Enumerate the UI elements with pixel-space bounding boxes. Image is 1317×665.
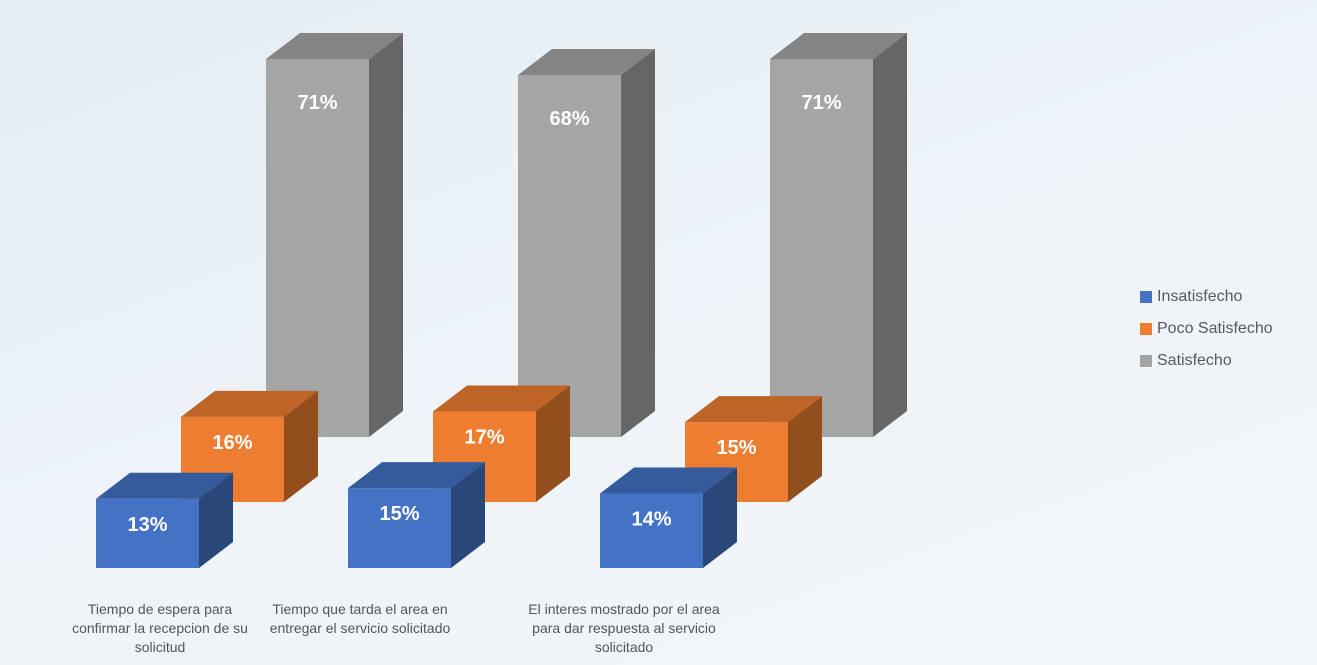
bar-side-face	[199, 472, 233, 568]
bar-insatisfecho-3: 14%	[600, 467, 737, 568]
bar-side-face	[703, 467, 737, 568]
data-label-insatisfecho-1: 13%	[127, 514, 167, 536]
bar-front-face	[770, 59, 873, 437]
bar-poco-satisfecho-3: 15%	[685, 396, 822, 502]
bar-side-face	[284, 390, 318, 502]
data-label-poco-satisfecho-1: 16%	[212, 432, 252, 454]
bar-side-face	[621, 48, 655, 437]
legend-label-satisfecho: Satisfecho	[1157, 352, 1232, 369]
bar-side-face	[536, 385, 570, 502]
bar-satisfecho-1: 71%	[266, 33, 403, 437]
legend-swatch-insatisfecho	[1140, 291, 1152, 303]
data-label-poco-satisfecho-3: 15%	[716, 437, 756, 459]
category-label-2: Tiempo que tarda el area en entregar el …	[269, 601, 451, 636]
category-label-1: Tiempo de espera para confirmar la recep…	[72, 601, 248, 655]
bar-satisfecho-2: 68%	[518, 48, 655, 437]
category-label-3: El interes mostrado por el area para dar…	[528, 601, 720, 655]
legend-swatch-satisfecho	[1140, 355, 1152, 367]
data-label-poco-satisfecho-2: 17%	[464, 426, 504, 448]
bar-top-face	[433, 385, 570, 412]
bar-front-face	[96, 498, 199, 568]
bar-insatisfecho-1: 13%	[96, 472, 233, 568]
data-label-satisfecho-3: 71%	[801, 92, 841, 114]
legend-item-satisfecho: Satisfecho	[1140, 351, 1273, 371]
bar-front-face	[600, 493, 703, 568]
bar-insatisfecho-2: 15%	[348, 462, 485, 568]
legend-item-poco-satisfecho: Poco Satisfecho	[1140, 319, 1273, 339]
legend-label-insatisfecho: Insatisfecho	[1157, 288, 1243, 305]
data-label-insatisfecho-3: 14%	[631, 508, 671, 530]
bar-top-face	[685, 396, 822, 423]
bar-side-face	[369, 33, 403, 437]
bar-top-face	[770, 33, 907, 59]
bar-side-face	[788, 396, 822, 502]
data-label-satisfecho-1: 71%	[297, 92, 337, 114]
bar-top-face	[518, 48, 655, 75]
data-label-insatisfecho-2: 15%	[379, 503, 419, 525]
bar-top-face	[600, 467, 737, 494]
bar-front-face	[518, 74, 621, 437]
bar-side-face	[451, 462, 485, 568]
bar-top-face	[266, 33, 403, 59]
bar-top-face	[348, 462, 485, 489]
bar-satisfecho-3: 71%	[770, 33, 907, 437]
legend-label-poco-satisfecho: Poco Satisfecho	[1157, 320, 1273, 337]
bar-top-face	[181, 390, 318, 417]
legend: Insatisfecho Poco Satisfecho Satisfecho	[1140, 287, 1273, 383]
legend-swatch-poco-satisfecho	[1140, 323, 1152, 335]
bar-side-face	[873, 33, 907, 437]
data-label-satisfecho-2: 68%	[549, 108, 589, 130]
bar-front-face	[348, 488, 451, 568]
bar-front-face	[266, 59, 369, 437]
legend-item-insatisfecho: Insatisfecho	[1140, 287, 1273, 307]
bar-top-face	[96, 472, 233, 499]
